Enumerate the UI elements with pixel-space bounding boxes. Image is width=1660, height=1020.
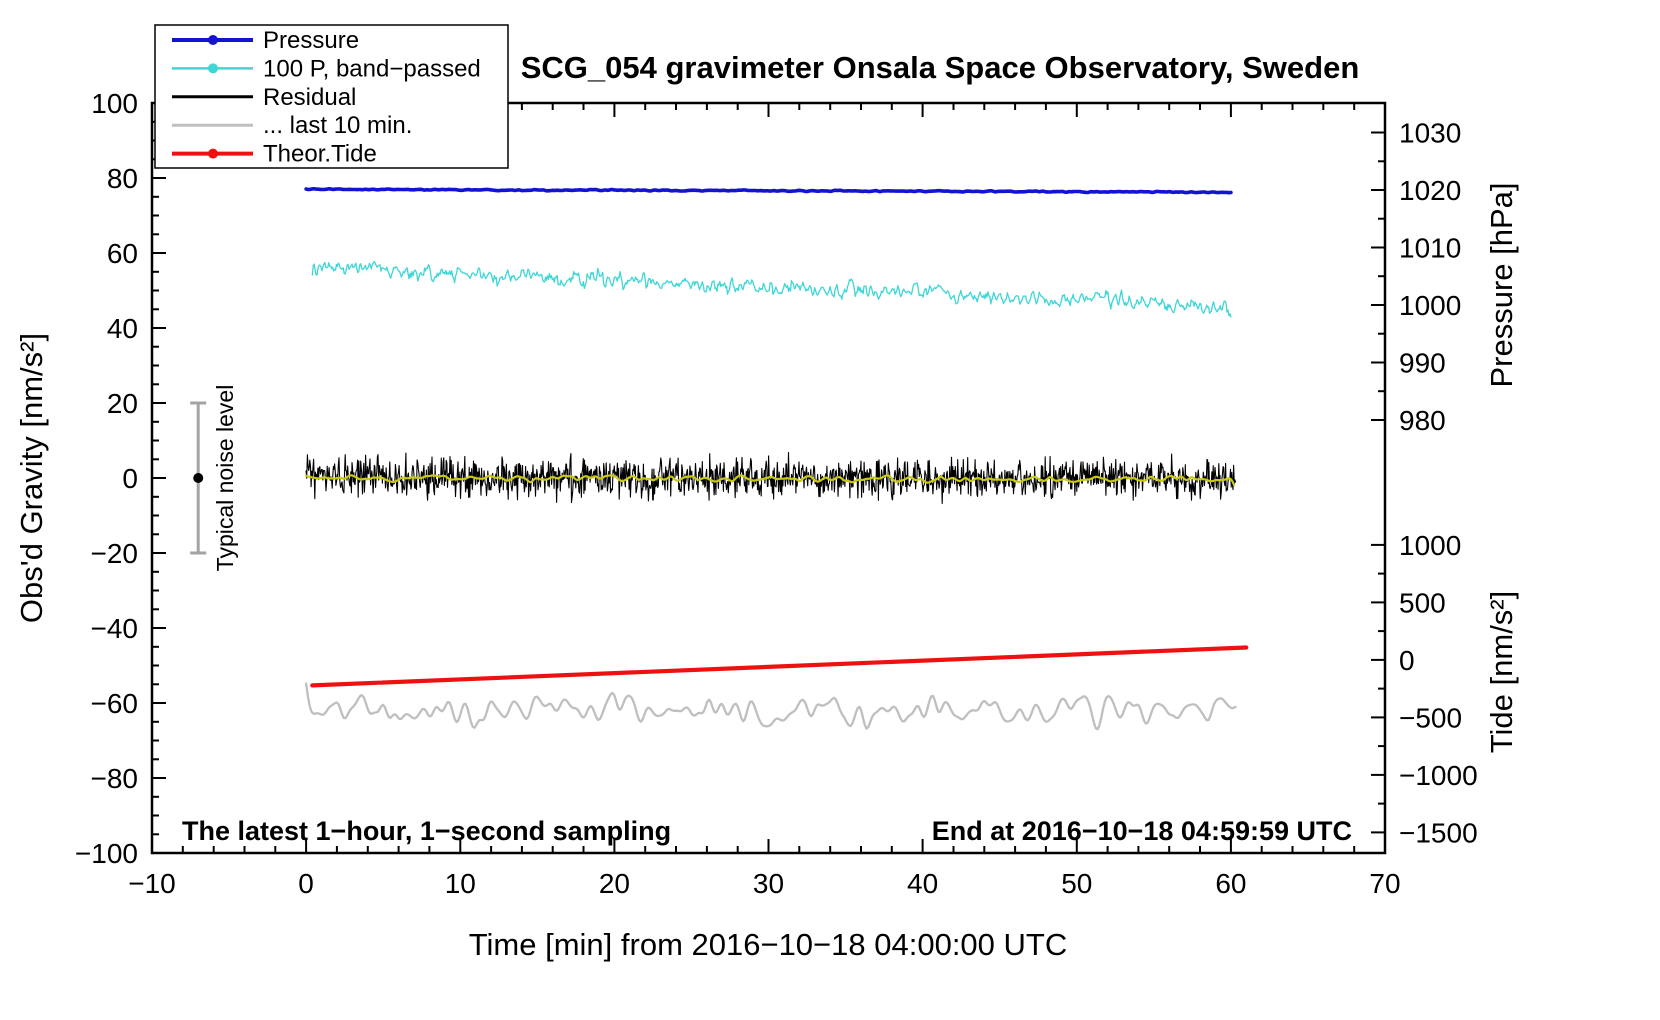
y-left-tick-label: −100 (75, 838, 138, 869)
y-left-tick-label: 80 (107, 163, 138, 194)
x-axis-label: Time [min] from 2016−10−18 04:00:00 UTC (469, 927, 1068, 962)
pressure-tick-label: 990 (1399, 348, 1446, 379)
noise-center-dot (193, 473, 204, 483)
series-pressure (304, 187, 1233, 195)
x-tick-label: 20 (599, 868, 630, 899)
x-tick-label: 70 (1369, 868, 1400, 899)
y-left-tick-label: −40 (91, 613, 139, 644)
sampling-annotation: The latest 1−hour, 1−second sampling (182, 816, 671, 846)
x-tick-label: 40 (907, 868, 938, 899)
y-left-tick-label: 20 (107, 388, 138, 419)
y-left-tick-label: 0 (122, 463, 138, 494)
tide-tick-label: −1000 (1399, 760, 1478, 791)
y-left-tick-label: −60 (91, 688, 139, 719)
series--last-10-min- (304, 682, 1237, 731)
y-axis-pressure-label: Pressure [hPa] (1484, 182, 1519, 387)
pressure-tick-label: 1030 (1399, 118, 1461, 149)
legend-item-label: Residual (263, 84, 356, 111)
pressure-tick-label: 1010 (1399, 233, 1461, 264)
x-tick-label: 30 (753, 868, 784, 899)
y-left-tick-label: −20 (91, 538, 139, 569)
series-100-p-band-passed (311, 260, 1232, 318)
axes-frame-layer: −10 0 10 20 30 40 50 60 70−100−80−60−40−20020406… (75, 88, 1478, 899)
series-residual (305, 451, 1237, 505)
series-residual-smoothed (305, 474, 1236, 486)
x-tick-label: 10 (445, 868, 476, 899)
legend-marker-dot (208, 63, 218, 74)
legend-marker-dot (208, 35, 218, 45)
y-left-tick-label: 60 (107, 238, 138, 269)
x-tick-label: 60 (1215, 868, 1246, 899)
x-tick-label: 0 (298, 868, 314, 899)
pressure-tick-label: 1020 (1399, 175, 1461, 206)
tide-tick-label: 1000 (1399, 530, 1461, 561)
legend-item-label: Theor.Tide (263, 141, 377, 168)
series-theor-tide (310, 645, 1249, 688)
legend-item-label: Pressure (263, 27, 359, 54)
legend-item-label: ... last 10 min. (263, 112, 412, 139)
pressure-tick-label: 1000 (1399, 290, 1461, 321)
noise-indicator-layer (190, 401, 207, 555)
legend-item-label: 100 P, band−passed (263, 55, 481, 82)
y-axis-tide-label: Tide [nm/s²] (1484, 591, 1519, 754)
end-time-annotation: End at 2016−10−18 04:59:59 UTC (932, 816, 1352, 846)
y-left-tick-label: 100 (91, 88, 138, 119)
y-left-tick-label: 40 (107, 313, 138, 344)
y-axis-left-label: Obs'd Gravity [nm/s²] (14, 333, 49, 623)
y-left-tick-label: −80 (91, 763, 139, 794)
tide-tick-label: −1500 (1399, 817, 1478, 848)
x-tick-label: 50 (1061, 868, 1092, 899)
noise-level-label: Typical noise level (212, 385, 238, 572)
legend-marker-dot (208, 148, 218, 159)
tide-tick-label: 500 (1399, 587, 1446, 618)
x-tick-label: −10 (128, 868, 176, 899)
tide-tick-label: 0 (1399, 645, 1415, 676)
chart-title: SCG_054 gravimeter Onsala Space Observat… (521, 50, 1360, 85)
pressure-tick-label: 980 (1399, 405, 1446, 436)
tide-tick-label: −500 (1399, 702, 1462, 733)
data-series-layer (304, 187, 1249, 731)
